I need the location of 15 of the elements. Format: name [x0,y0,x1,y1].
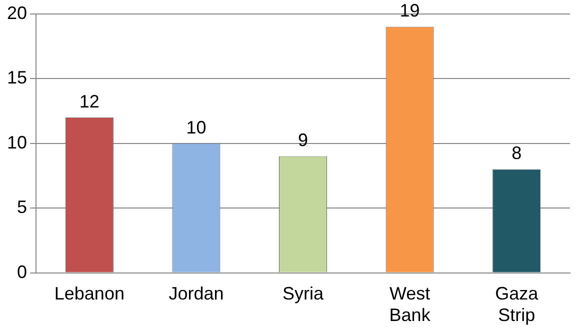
x-tick-label: Jordan [168,284,224,304]
x-tick-label: West Bank [389,284,432,326]
y-tick-label: 10 [6,132,28,152]
y-tick-label: 15 [6,68,28,88]
x-tick-label: Gaza Strip [495,284,540,326]
y-tick-label: 0 [17,262,28,282]
data-label: 19 [400,0,420,21]
data-label: 10 [186,117,206,138]
x-tick-label: Lebanon [54,284,124,304]
y-tick-label: 5 [17,197,28,218]
data-label: 8 [512,143,522,164]
x-tick-label: Syria [282,284,324,304]
data-label: 12 [79,91,100,112]
y-tick-label: 20 [6,2,28,23]
data-label: 9 [298,130,308,150]
